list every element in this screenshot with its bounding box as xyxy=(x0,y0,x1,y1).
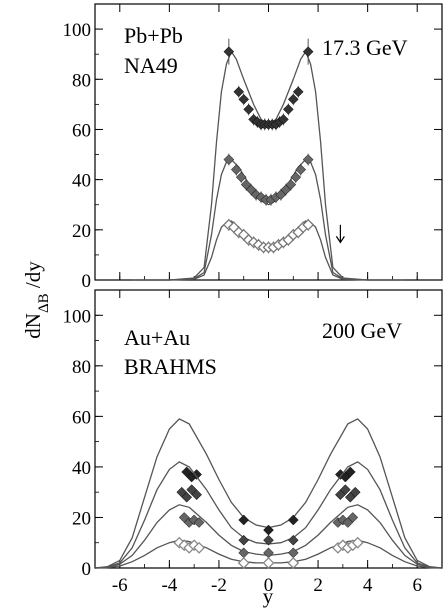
bottom-y-tick-label: 0 xyxy=(82,559,92,580)
top-y-tick-label: 20 xyxy=(72,221,91,242)
top-y-tick-label: 100 xyxy=(63,20,92,41)
bottom-energy-label: 200 GeV xyxy=(322,318,402,343)
bottom-series-1-data-point xyxy=(238,534,250,546)
top-y-tick-label: 60 xyxy=(72,120,91,141)
bottom-series-3-data-point xyxy=(351,536,364,549)
top-series-1-model-curve xyxy=(132,158,405,281)
top-series-1-data-point xyxy=(230,164,242,175)
bottom-series-3-data-point xyxy=(237,557,250,569)
top-series-0-data-point xyxy=(282,104,294,115)
bottom-series-1-data-point xyxy=(263,534,274,546)
x-axis-title: y xyxy=(263,584,274,608)
bottom-series-0-data-point xyxy=(287,514,299,526)
bottom-series-1-data-point xyxy=(191,489,202,501)
top-series-2-data-point xyxy=(302,218,315,231)
top-system-label: Pb+Pb xyxy=(124,23,183,48)
bottom-series-3-data-point xyxy=(193,541,206,554)
bottom-series-1-data-point xyxy=(339,484,351,496)
panel-bottom-auau: 0 20 40 60 80 100 -6 -4 -2 0 2 4 6 xyxy=(63,289,443,596)
bottom-series-2-data-point xyxy=(193,517,205,528)
y-axis-title-sub: ΔB xyxy=(36,293,52,313)
top-series-0-data-point xyxy=(223,46,235,58)
bottom-y-tick-label: 20 xyxy=(72,508,91,529)
top-series-0-data-point xyxy=(238,93,250,105)
top-series-0-data-point xyxy=(302,46,314,58)
bottom-x-tick-label: 4 xyxy=(363,575,373,596)
top-experiment-label: NA49 xyxy=(124,53,178,78)
bottom-system-label: Au+Au xyxy=(124,325,190,350)
bottom-series-0-model-curve xyxy=(94,418,443,569)
bottom-series-1-data-point xyxy=(349,486,361,498)
top-series-0-data-point xyxy=(278,114,289,125)
bottom-experiment-label: BRAHMS xyxy=(124,354,217,379)
top-energy-label: 17.3 GeV xyxy=(322,35,408,60)
bottom-x-tick-label: 6 xyxy=(412,575,422,596)
bottom-series-3-data-point xyxy=(262,557,275,569)
bottom-y-tick-label: 100 xyxy=(63,306,92,327)
bottom-y-tick-label: 80 xyxy=(72,357,91,378)
top-series-0-data-point xyxy=(233,86,245,98)
top-series-1-data-point xyxy=(235,171,247,183)
top-series-0-data-point xyxy=(292,86,304,98)
top-y-tick-label: 80 xyxy=(72,70,91,91)
top-series-1-data-point xyxy=(290,171,302,183)
top-y-tick-label: 40 xyxy=(72,171,91,192)
bottom-x-tick-label: -2 xyxy=(211,575,227,596)
top-series-0-data-point xyxy=(243,104,255,115)
panel-top-pbpb: 0 20 40 60 80 100 xyxy=(63,3,443,292)
bottom-x-tick-label: -6 xyxy=(112,575,128,596)
beam-rapidity-arrow-head xyxy=(335,236,345,244)
y-axis-title-main: dN xyxy=(21,313,45,339)
top-series-1-data-point xyxy=(223,154,235,165)
bottom-x-tick-label: -4 xyxy=(161,575,177,596)
bottom-series-2-data-point xyxy=(263,547,274,559)
top-series-0-data-point xyxy=(287,93,299,105)
bottom-y-tick-label: 60 xyxy=(72,407,91,428)
bottom-series-3-data-point xyxy=(287,557,300,569)
bottom-x-tick-label: 2 xyxy=(313,575,323,596)
bottom-series-0-data-point xyxy=(238,514,250,526)
y-axis-title-tail: /dy xyxy=(21,261,45,294)
bottom-series-1-data-point xyxy=(181,491,193,503)
top-series-1-data-point xyxy=(295,164,307,175)
top-series-1-data-point xyxy=(302,154,314,165)
bottom-series-2-data-point xyxy=(347,512,359,523)
bottom-y-tick-label: 40 xyxy=(72,458,91,479)
y-axis-title: dNΔB /dy xyxy=(21,261,52,339)
top-series-1-data-point xyxy=(285,179,297,191)
bottom-series-0-data-point xyxy=(344,466,356,478)
bottom-x-tick-label: 0 xyxy=(264,575,274,596)
top-y-tick-label: 0 xyxy=(82,271,92,292)
bottom-series-1-data-point xyxy=(287,534,299,546)
